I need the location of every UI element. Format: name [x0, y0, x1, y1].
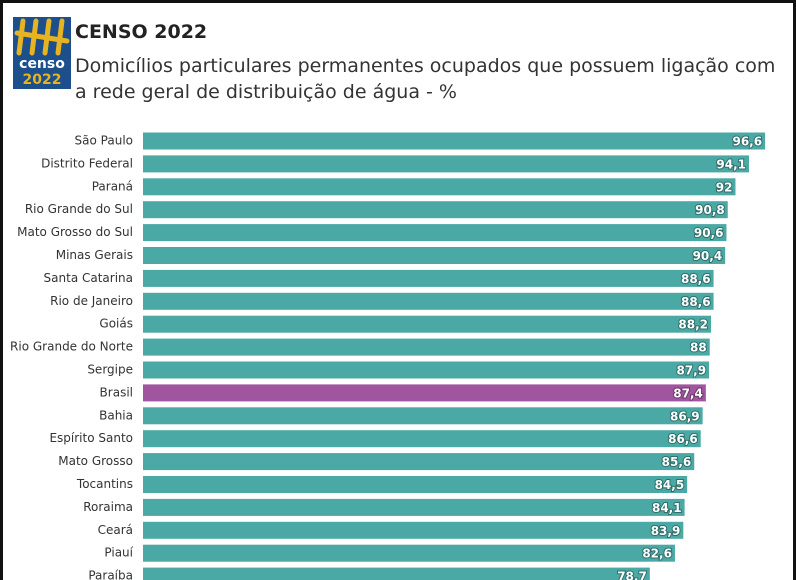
bar	[143, 567, 650, 580]
bar	[143, 544, 675, 562]
value-label: 88,2	[678, 318, 708, 332]
category-label: Roraima	[83, 500, 133, 514]
bar	[143, 430, 701, 448]
value-label: 87,9	[676, 364, 706, 378]
bar	[143, 453, 695, 471]
value-label: 82,6	[642, 547, 672, 561]
bar	[143, 521, 684, 539]
category-label: Minas Gerais	[56, 248, 133, 262]
category-label: Rio Grande do Sul	[25, 202, 133, 216]
category-label: Paraíba	[88, 569, 133, 580]
bar	[143, 476, 688, 493]
chart: censo 2022 São Paulo 96,6 Distrito Federal…	[10, 17, 766, 580]
category-label: Rio de Janeiro	[50, 294, 133, 308]
value-label: 88,6	[681, 295, 711, 309]
value-label: 86,6	[668, 432, 698, 446]
logo-text: 2022	[23, 72, 62, 88]
bar	[143, 224, 727, 242]
value-label: 96,6	[732, 135, 762, 149]
bar	[143, 269, 714, 287]
bar	[143, 338, 710, 356]
bar	[143, 132, 766, 150]
chart-title: CENSO 2022	[75, 21, 208, 43]
value-label: 90,8	[695, 203, 725, 217]
bar	[143, 498, 685, 516]
value-label: 88	[690, 341, 707, 355]
value-label: 83,9	[651, 524, 681, 538]
value-label: 85,6	[662, 455, 692, 469]
category-label: Paraná	[92, 179, 133, 193]
category-label: Goiás	[99, 317, 133, 331]
value-label: 90,4	[693, 249, 723, 263]
category-label: Tocantins	[76, 477, 133, 491]
category-label: Santa Catarina	[44, 271, 133, 285]
value-label: 92	[716, 180, 733, 194]
category-label: Brasil	[100, 385, 133, 399]
logo-stripes	[14, 18, 70, 56]
category-label: Espírito Santo	[49, 431, 133, 445]
chart-subtitle: Domicílios particulares permanentes ocup…	[75, 55, 776, 103]
value-label: 94,1	[716, 157, 746, 171]
bar	[143, 407, 703, 425]
value-label: 84,5	[655, 478, 685, 492]
bar	[143, 384, 706, 402]
category-label: Mato Grosso	[58, 454, 133, 468]
category-label: Sergipe	[87, 363, 133, 377]
bar	[143, 247, 726, 264]
category-label: Ceará	[98, 523, 133, 537]
logo: censo 2022	[13, 17, 71, 89]
value-label: 84,1	[652, 501, 682, 515]
bar	[143, 178, 736, 196]
bar	[143, 361, 710, 379]
logo-text: censo	[19, 56, 65, 72]
value-label: 87,4	[673, 386, 703, 400]
bar	[143, 315, 712, 333]
category-label: Piauí	[104, 546, 133, 560]
category-label: São Paulo	[75, 134, 133, 148]
category-label: Bahia	[99, 408, 133, 422]
category-label: Rio Grande do Norte	[10, 340, 133, 354]
value-label: 90,6	[694, 226, 724, 240]
category-label: Mato Grosso do Sul	[17, 225, 133, 239]
bar	[143, 201, 728, 219]
bar	[143, 155, 750, 173]
category-label: Distrito Federal	[41, 156, 133, 170]
value-label: 86,9	[670, 409, 700, 423]
value-label: 78,7	[617, 570, 647, 580]
value-label: 88,6	[681, 272, 711, 286]
bar	[143, 292, 714, 310]
